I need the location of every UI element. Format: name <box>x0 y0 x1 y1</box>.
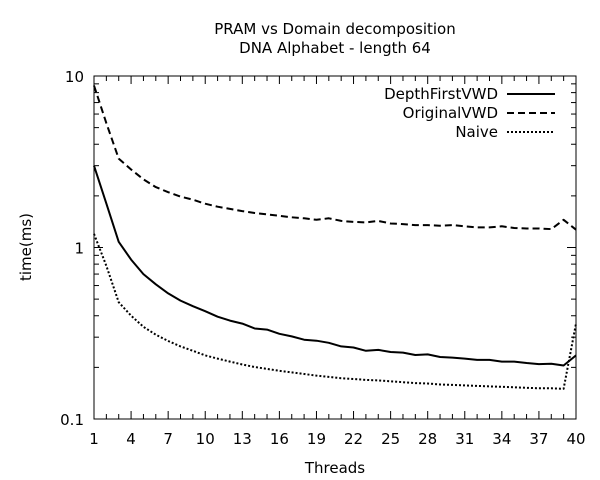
x-tick-label: 31 <box>455 430 474 448</box>
x-tick-label: 1 <box>89 430 99 448</box>
legend-label: Naive <box>455 123 498 141</box>
chart-subtitle: DNA Alphabet - length 64 <box>239 39 431 57</box>
legend-label: OriginalVWD <box>403 104 498 122</box>
x-tick-label: 25 <box>381 430 400 448</box>
x-tick-label: 13 <box>233 430 252 448</box>
x-tick-label: 34 <box>492 430 511 448</box>
x-tick-label: 37 <box>529 430 548 448</box>
y-tick-label: 0.1 <box>60 411 84 429</box>
x-tick-label: 4 <box>126 430 136 448</box>
x-tick-label: 28 <box>418 430 437 448</box>
x-tick-label: 7 <box>163 430 173 448</box>
x-tick-label: 10 <box>196 430 215 448</box>
y-tick-label: 1 <box>74 240 84 258</box>
plot-frame <box>93 75 577 420</box>
chart-title: PRAM vs Domain decomposition <box>214 20 455 38</box>
y-tick-label: 10 <box>65 68 84 86</box>
x-tick-label: 22 <box>344 430 363 448</box>
series-line-naive <box>93 233 577 390</box>
x-axis: 1 4 7 10 13 16 19 22 25 28 31 34 37 40 <box>89 76 586 448</box>
y-axis: 0.1 1 10 <box>60 68 576 429</box>
series-line-depthfirstvwd <box>93 165 577 367</box>
x-tick-label: 19 <box>307 430 326 448</box>
x-tick-label: 16 <box>270 430 289 448</box>
series-line-originalvwd <box>93 85 577 231</box>
x-tick-label: 40 <box>566 430 585 448</box>
y-axis-label: time(ms) <box>17 213 35 281</box>
x-axis-label: Threads <box>304 459 365 477</box>
legend-label: DepthFirstVWD <box>384 85 498 103</box>
series-layer <box>93 85 577 390</box>
